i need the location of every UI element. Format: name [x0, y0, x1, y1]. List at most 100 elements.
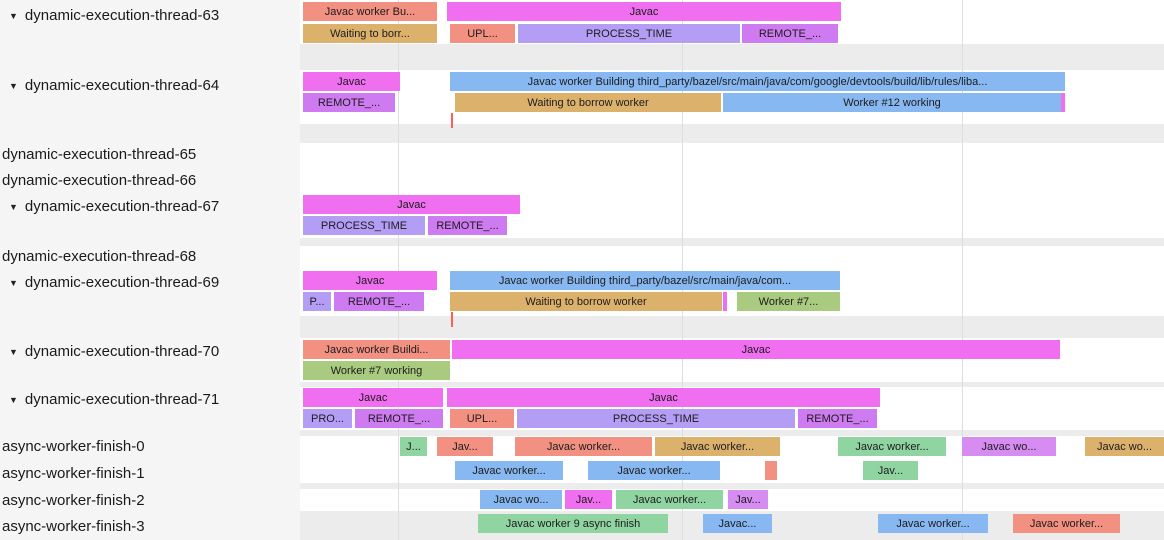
event-bar-label: Worker #7 working: [330, 364, 423, 377]
timeline-event-bar[interactable]: Javac: [303, 388, 443, 407]
event-bar-label: Javac...: [718, 517, 757, 530]
timeline-event-bar[interactable]: P...: [303, 292, 331, 311]
track-label-dynamic-execution-thread-69[interactable]: ▼ dynamic-execution-thread-69: [0, 272, 300, 294]
timeline-event-bar[interactable]: Javac: [303, 195, 520, 214]
thread-name-text: dynamic-execution-thread-64: [24, 77, 220, 94]
timeline-event-bar[interactable]: Javac worker Buildi...: [303, 340, 450, 359]
track-label-async-worker-finish-2[interactable]: async-worker-finish-2: [0, 490, 302, 512]
event-bar-label: Worker #12 working: [843, 96, 941, 109]
timeline-event-bar[interactable]: Jav...: [863, 461, 918, 480]
event-bar-label: Javac: [397, 198, 426, 211]
timeline-event-bar[interactable]: Javac worker Building third_party/bazel/…: [450, 72, 1065, 91]
event-bar-label: Javac: [629, 5, 659, 18]
timeline-event-bar[interactable]: [1061, 93, 1065, 112]
timeline-event-bar[interactable]: Javac: [303, 271, 437, 290]
timeline-event-bar[interactable]: Javac worker...: [455, 461, 563, 480]
timeline-event-bar[interactable]: Javac wo...: [480, 490, 562, 509]
timeline-event-bar[interactable]: Javac: [447, 2, 841, 21]
expand-triangle-icon[interactable]: ▼: [9, 11, 18, 21]
timeline-event-bar[interactable]: J...: [400, 437, 427, 456]
timeline-event-bar[interactable]: PROCESS_TIME: [303, 216, 425, 235]
timeline-event-bar[interactable]: Javac worker...: [1013, 514, 1120, 533]
timeline-event-bar[interactable]: Javac: [447, 388, 880, 407]
timeline-event-bar[interactable]: Javac worker 9 async finish: [478, 514, 668, 533]
timeline-event-bar[interactable]: UPL...: [450, 24, 515, 43]
timeline-event-bar[interactable]: Javac worker Bu...: [303, 2, 437, 21]
event-bar-label: Javac worker Bu...: [324, 5, 416, 18]
timeline-event-bar[interactable]: Javac worker Building third_party/bazel/…: [450, 271, 840, 290]
time-gridline: [682, 0, 683, 540]
event-bar-label: Javac worker Buildi...: [324, 343, 429, 356]
event-bar-label: Worker #7...: [758, 295, 819, 308]
timeline-event-bar[interactable]: Worker #7...: [737, 292, 840, 311]
timeline-event-bar[interactable]: Javac worker...: [588, 461, 720, 480]
timeline-event-bar[interactable]: Javac worker...: [655, 437, 780, 456]
event-bar-label: UPL...: [466, 412, 498, 425]
track-label-dynamic-execution-thread-63[interactable]: ▼ dynamic-execution-thread-63: [0, 5, 300, 27]
track-label-dynamic-execution-thread-71[interactable]: ▼ dynamic-execution-thread-71: [0, 389, 300, 411]
event-bar-label: Jav...: [735, 493, 761, 506]
expand-triangle-icon[interactable]: ▼: [9, 278, 18, 288]
track-label-dynamic-execution-thread-68[interactable]: dynamic-execution-thread-68: [0, 246, 302, 268]
track-label-async-worker-finish-1[interactable]: async-worker-finish-1: [0, 463, 302, 485]
event-bar-label: Javac worker...: [632, 493, 707, 506]
event-bar-label: Waiting to borrow worker: [527, 96, 649, 109]
timeline-event-bar[interactable]: PROCESS_TIME: [517, 409, 795, 428]
timeline-event-bar[interactable]: Worker #12 working: [723, 93, 1061, 112]
timeline-event-bar[interactable]: Jav...: [728, 490, 768, 509]
timeline-event-bar[interactable]: Javac...: [703, 514, 772, 533]
track-label-async-worker-finish-3[interactable]: async-worker-finish-3: [0, 516, 302, 538]
timeline-event-bar[interactable]: Javac wo...: [1085, 437, 1164, 456]
timeline-event-bar[interactable]: [723, 292, 727, 311]
flow-event-marker: [451, 312, 453, 327]
timeline-event-bar[interactable]: Javac wo...: [962, 437, 1056, 456]
timeline-event-bar[interactable]: REMOTE_...: [742, 24, 838, 43]
expand-triangle-icon[interactable]: ▼: [9, 347, 18, 357]
timeline-event-bar[interactable]: REMOTE_...: [798, 409, 877, 428]
thread-name-text: dynamic-execution-thread-66: [2, 172, 197, 189]
timeline-event-bar[interactable]: Javac worker...: [515, 437, 652, 456]
timeline-event-bar[interactable]: PROCESS_TIME: [518, 24, 740, 43]
expand-triangle-icon[interactable]: ▼: [9, 395, 18, 405]
event-bar-label: Javac worker...: [1029, 517, 1104, 530]
timeline-event-bar[interactable]: Javac: [303, 72, 400, 91]
timeline-event-bar[interactable]: UPL...: [450, 409, 514, 428]
event-bar-label: Jav...: [575, 493, 602, 506]
event-bar-label: PROCESS_TIME: [585, 27, 673, 40]
track-label-dynamic-execution-thread-66[interactable]: dynamic-execution-thread-66: [0, 170, 302, 192]
flow-event-marker: [451, 113, 453, 128]
timeline-event-bar[interactable]: REMOTE_...: [334, 292, 424, 311]
timeline-event-bar[interactable]: REMOTE_...: [303, 93, 395, 112]
timeline-event-bar[interactable]: Javac worker...: [878, 514, 988, 533]
timeline-event-bar[interactable]: Jav...: [437, 437, 493, 456]
timeline-event-bar[interactable]: [765, 461, 777, 480]
event-bar-label: Javac worker...: [680, 440, 755, 453]
expand-triangle-icon[interactable]: ▼: [9, 81, 18, 91]
timeline-event-bar[interactable]: Jav...: [565, 490, 612, 509]
event-bar-label: Javac wo...: [493, 493, 549, 506]
timeline-canvas[interactable]: Javac worker Bu... Javac Waiting to borr..…: [300, 0, 1164, 540]
track-label-dynamic-execution-thread-70[interactable]: ▼ dynamic-execution-thread-70: [0, 341, 300, 363]
event-bar-label: Javac worker...: [617, 464, 691, 477]
track-label-async-worker-finish-0[interactable]: async-worker-finish-0: [0, 436, 302, 458]
thread-name-text: dynamic-execution-thread-70: [24, 343, 220, 360]
event-bar-label: Javac: [649, 391, 678, 404]
timeline-event-bar[interactable]: Javac: [452, 340, 1060, 359]
timeline-event-bar[interactable]: REMOTE_...: [428, 216, 507, 235]
timeline-event-bar[interactable]: Waiting to borrow worker: [455, 93, 721, 112]
timeline-event-bar[interactable]: Javac worker...: [838, 437, 946, 456]
timeline-event-bar[interactable]: REMOTE_...: [355, 409, 443, 428]
track-label-dynamic-execution-thread-67[interactable]: ▼ dynamic-execution-thread-67: [0, 196, 300, 218]
event-bar-label: REMOTE_...: [436, 219, 499, 232]
timeline-event-bar[interactable]: Worker #7 working: [303, 361, 450, 380]
track-label-dynamic-execution-thread-65[interactable]: dynamic-execution-thread-65: [0, 144, 302, 166]
track-label-dynamic-execution-thread-64[interactable]: ▼ dynamic-execution-thread-64: [0, 75, 300, 97]
timeline-event-bar[interactable]: Waiting to borrow worker: [450, 292, 722, 311]
thread-name-text: async-worker-finish-3: [2, 518, 145, 535]
timeline-event-bar[interactable]: Javac worker...: [616, 490, 723, 509]
expand-triangle-icon[interactable]: ▼: [9, 202, 18, 212]
timeline-event-bar[interactable]: Waiting to borr...: [303, 24, 437, 43]
time-gridline: [962, 0, 963, 540]
timeline-event-bar[interactable]: PRO...: [303, 409, 352, 428]
event-bar-label: REMOTE_...: [317, 96, 381, 109]
